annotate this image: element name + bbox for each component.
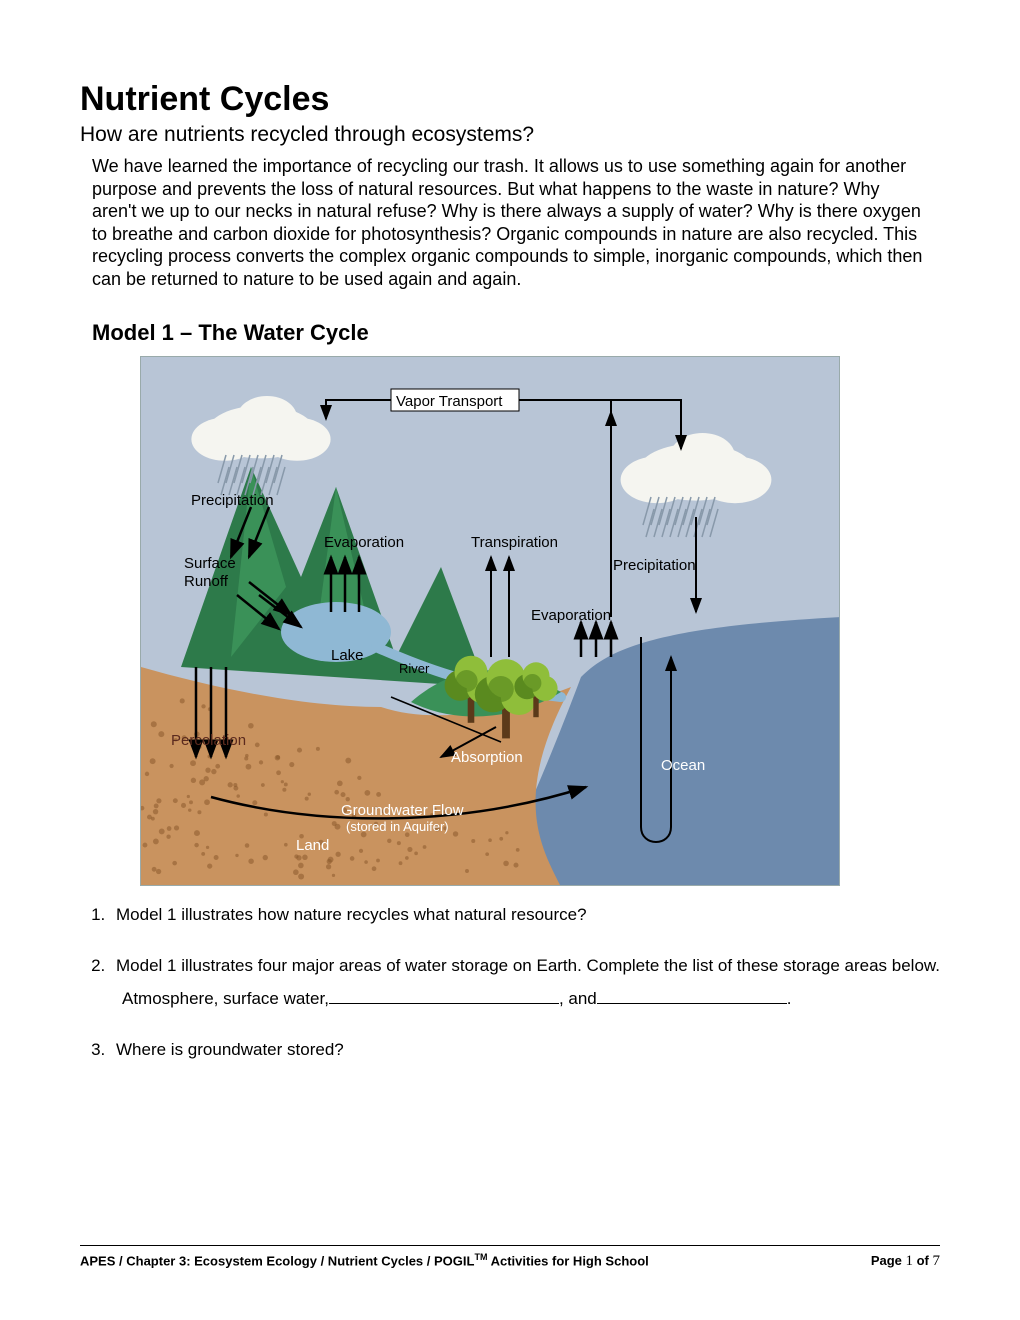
diagram-label: Groundwater Flow — [341, 802, 464, 819]
question-2: Model 1 illustrates four major areas of … — [110, 955, 940, 1011]
footer-tagline: Activities for High School — [487, 1253, 648, 1268]
page-footer: APES / Chapter 3: Ecosystem Ecology / Nu… — [80, 1245, 940, 1270]
diagram-label: Ocean — [661, 757, 705, 774]
water-cycle-svg — [141, 357, 840, 886]
diagram-label: Percolation — [171, 732, 246, 749]
diagram-label: Evaporation — [531, 607, 611, 624]
page-subtitle: How are nutrients recycled through ecosy… — [80, 123, 940, 147]
footer-course: APES / Chapter 3: Ecosystem Ecology / Nu… — [80, 1253, 474, 1268]
diagram-label: Runoff — [184, 573, 228, 590]
question-2-fillin: Atmosphere, surface water, , and. — [122, 988, 940, 1011]
diagram-label: Absorption — [451, 749, 523, 766]
diagram-label: Surface — [184, 555, 236, 572]
footer-tm: TM — [474, 1252, 487, 1262]
question-3: Where is groundwater stored? — [110, 1039, 940, 1062]
diagram-label: Precipitation — [191, 492, 274, 509]
footer-page-total: 7 — [933, 1253, 941, 1269]
footer-divider — [80, 1245, 940, 1246]
diagram-label: River — [399, 661, 429, 676]
question-3-text: Where is groundwater stored? — [116, 1040, 344, 1059]
q2-prefix: Atmosphere, surface water, — [122, 989, 329, 1008]
water-cycle-diagram-container: Vapor Transport Precipitation Evaporation T… — [140, 356, 940, 886]
question-1: Model 1 illustrates how nature recycles … — [110, 904, 940, 927]
footer-right: Page 1 of 7 — [871, 1253, 940, 1270]
question-list: Model 1 illustrates how nature recycles … — [110, 904, 940, 1062]
footer-page-label: Page — [871, 1253, 906, 1268]
diagram-label: Transpiration — [471, 534, 558, 551]
diagram-label: Lake — [331, 647, 364, 664]
q2-end: . — [787, 989, 792, 1008]
diagram-label: (stored in Aquifer) — [346, 819, 449, 834]
diagram-label: Evaporation — [324, 534, 404, 551]
question-1-text: Model 1 illustrates how nature recycles … — [116, 905, 587, 924]
diagram-label: Vapor Transport — [396, 393, 502, 410]
q2-mid: , and — [559, 989, 597, 1008]
water-cycle-diagram: Vapor Transport Precipitation Evaporation T… — [140, 356, 840, 886]
question-2-text: Model 1 illustrates four major areas of … — [116, 956, 940, 975]
diagram-label: Land — [296, 837, 329, 854]
footer-page-current: 1 — [906, 1253, 914, 1269]
q2-blank-1[interactable] — [329, 990, 559, 1004]
page-title: Nutrient Cycles — [80, 80, 940, 119]
model-1-heading: Model 1 – The Water Cycle — [92, 320, 928, 346]
diagram-label: Precipitation — [613, 557, 696, 574]
footer-left: APES / Chapter 3: Ecosystem Ecology / Nu… — [80, 1252, 649, 1268]
intro-paragraph: We have learned the importance of recycl… — [92, 155, 928, 290]
footer-page-of: of — [913, 1253, 933, 1268]
q2-blank-2[interactable] — [597, 990, 787, 1004]
